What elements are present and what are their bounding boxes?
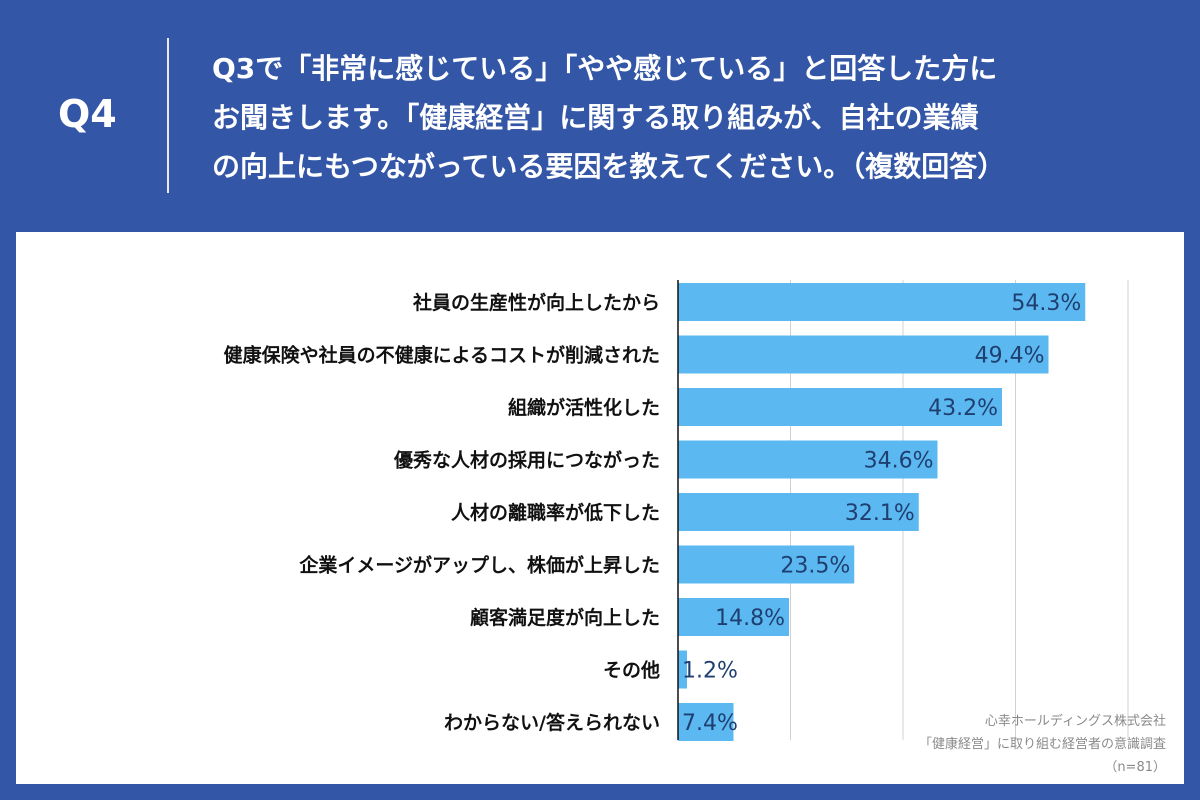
category-label: 人材の離職率が低下した (451, 501, 660, 524)
category-label: 顧客満足度が向上した (470, 606, 660, 629)
bar (678, 545, 855, 584)
category-label: 企業イメージがアップし、株価が上昇した (298, 554, 660, 577)
value-label: 32.1% (845, 501, 915, 526)
value-label: 7.4% (682, 711, 738, 736)
value-label: 14.8% (715, 606, 785, 631)
value-label: 54.3% (1011, 291, 1081, 316)
bar (678, 598, 789, 636)
bar (678, 703, 734, 741)
value-label: 34.6% (864, 449, 934, 474)
question-line-1: Q3で「非常に感じている」「やや感じている」と回答した方に (212, 52, 998, 85)
category-label: 社員の生産性が向上したから (412, 291, 660, 314)
chart-panel: 社員の生産性が向上したから健康保険や社員の不健康によるコストが削減された組織が活… (16, 232, 1184, 784)
question-text: Q3で「非常に感じている」「やや感じている」と回答した方に お聞きします。「健康… (212, 44, 1172, 191)
question-number: Q4 (58, 92, 117, 136)
category-label: 健康保険や社員の不健康によるコストが削減された (224, 344, 660, 367)
category-label: その他 (603, 659, 660, 682)
category-label: 組織が活性化した (508, 396, 660, 419)
bar-chart: 社員の生産性が向上したから健康保険や社員の不健康によるコストが削減された組織が活… (224, 280, 1166, 775)
category-label: わからない/答えられない (444, 711, 660, 734)
value-label: 1.2% (682, 659, 738, 684)
source-company: 心幸ホールディングス株式会社 (985, 713, 1166, 729)
category-label: 優秀な人材の採用につながった (393, 449, 660, 472)
value-label: 43.2% (928, 396, 998, 421)
bar (678, 650, 687, 689)
bar (678, 493, 919, 531)
value-label: 23.5% (780, 554, 850, 579)
bar (678, 388, 1002, 426)
bar (678, 283, 1086, 321)
header-divider (167, 38, 169, 193)
question-line-3: の向上にもつながっている要因を教えてください。（複数回答） (212, 150, 1006, 183)
value-label: 49.4% (975, 344, 1045, 369)
source-sample-size: （n=81） (1104, 760, 1166, 775)
source-survey: 「健康経営」に取り組む経営者の意識調査 (919, 736, 1166, 752)
bar (678, 335, 1049, 374)
bar (678, 440, 938, 479)
question-line-2: お聞きします。「健康経営」に関する取り組みが、自社の業績 (212, 101, 979, 134)
